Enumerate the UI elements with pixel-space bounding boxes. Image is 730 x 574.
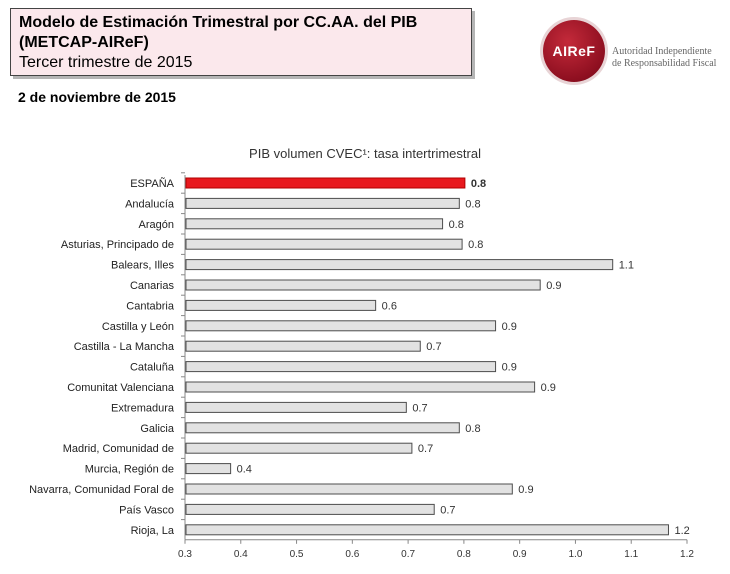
value-label: 0.7 <box>426 341 441 353</box>
x-tick-label: 0.6 <box>345 549 359 560</box>
category-label: Madrid, Comunidad de <box>63 443 174 455</box>
x-tick-label: 1.0 <box>568 549 582 560</box>
bar <box>185 503 435 515</box>
value-label: 0.8 <box>465 423 480 435</box>
bar <box>185 524 669 536</box>
bar <box>185 259 614 271</box>
category-label: Comunitat Valenciana <box>67 382 175 394</box>
value-label: 0.7 <box>418 443 433 455</box>
x-tick-label: 1.2 <box>680 549 694 560</box>
value-label: 0.9 <box>541 382 556 394</box>
highlight-bar <box>185 177 466 189</box>
logo-text: Autoridad Independiente de Responsabilid… <box>612 46 716 70</box>
category-label: Cataluña <box>130 362 175 374</box>
category-label: Andalucía <box>125 198 175 210</box>
bar <box>185 299 377 311</box>
category-label: Castilla y León <box>102 321 174 333</box>
category-label: Balears, Illes <box>111 260 174 272</box>
category-label: Galicia <box>140 423 175 435</box>
value-label: 0.8 <box>449 219 464 231</box>
bar <box>185 422 460 434</box>
report-subtitle: Tercer trimestre de 2015 <box>19 54 193 71</box>
logo-text-line1: Autoridad Independiente <box>612 46 712 57</box>
bar <box>185 320 497 332</box>
chart-title: PIB volumen CVEC¹: tasa intertrimestral <box>249 146 481 161</box>
bar <box>185 340 421 352</box>
value-label: 0.4 <box>237 464 252 476</box>
report-title-line2: (METCAP-AIReF) <box>19 34 149 51</box>
value-label: 1.1 <box>619 260 634 272</box>
value-label: 0.9 <box>502 321 517 333</box>
bar <box>185 483 513 495</box>
value-label: 0.7 <box>440 504 455 516</box>
value-label: 1.2 <box>674 525 689 537</box>
category-label: ESPAÑA <box>130 177 174 190</box>
value-label: 0.8 <box>468 239 483 251</box>
bar <box>185 197 460 209</box>
bar <box>185 218 444 230</box>
bar <box>185 381 536 393</box>
bar <box>185 463 232 475</box>
category-label: Asturias, Principado de <box>61 239 174 251</box>
value-label: 0.9 <box>546 280 561 292</box>
category-label: Rioja, La <box>131 525 175 537</box>
logo-circle-icon <box>543 20 605 82</box>
bar <box>185 442 413 454</box>
category-label: Aragón <box>139 219 174 231</box>
bar <box>185 279 541 291</box>
category-label: Canarias <box>130 280 175 292</box>
report-title-line1: Modelo de Estimación Trimestral por CC.A… <box>19 14 418 31</box>
category-label: Extremadura <box>111 402 175 414</box>
x-tick-label: 0.4 <box>234 549 248 560</box>
logo-text-line2: de Responsabilidad Fiscal <box>612 58 717 69</box>
x-tick-label: 0.5 <box>290 549 304 560</box>
bar <box>185 401 407 413</box>
x-tick-label: 0.8 <box>457 549 471 560</box>
x-tick-label: 0.3 <box>178 549 192 560</box>
x-tick-label: 0.7 <box>401 549 415 560</box>
x-tick-label: 0.9 <box>513 549 527 560</box>
value-label: 0.6 <box>382 300 397 312</box>
category-label: Navarra, Comunidad Foral de <box>29 484 174 496</box>
value-label: 0.7 <box>412 402 427 414</box>
x-tick-label: 1.1 <box>624 549 638 560</box>
category-label: Castilla - La Mancha <box>74 341 175 353</box>
bar <box>185 238 463 250</box>
airef-logo: AIReF Autoridad Independiente de Respons… <box>538 18 728 88</box>
value-label: 0.8 <box>465 198 480 210</box>
title-box: Modelo de Estimación Trimestral por CC.A… <box>10 8 472 76</box>
value-label: 0.9 <box>502 362 517 374</box>
category-label: País Vasco <box>119 504 174 516</box>
category-label: Cantabria <box>126 300 175 312</box>
report-date: 2 de noviembre de 2015 <box>18 89 176 105</box>
value-label: 0.9 <box>518 484 533 496</box>
value-label: 0.8 <box>471 178 486 190</box>
category-label: Murcia, Región de <box>85 464 174 476</box>
logo-mark: AIReF <box>552 43 596 59</box>
bar <box>185 361 497 373</box>
